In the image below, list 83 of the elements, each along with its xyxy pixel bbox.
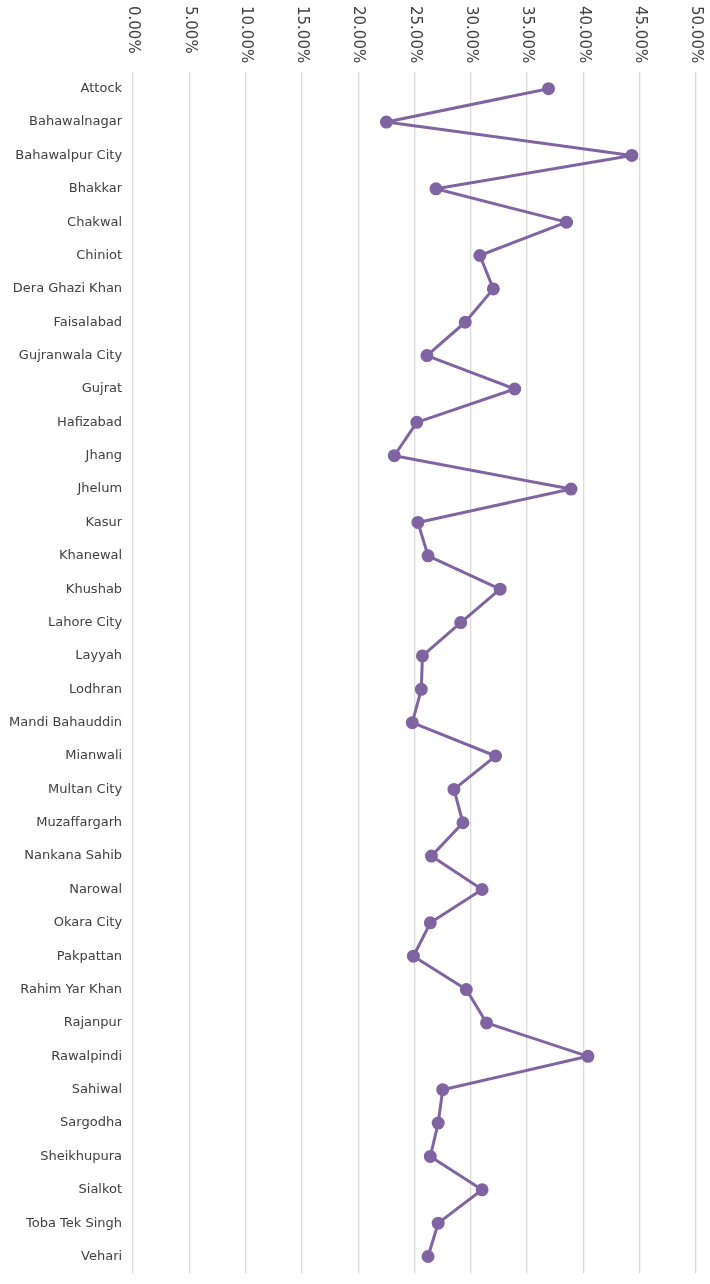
point [475,882,489,896]
point [423,1149,437,1163]
point [411,515,425,529]
point [454,616,468,630]
y-tick-label: Lahore City [48,613,123,629]
y-tick-label: Rawalpindi [51,1047,123,1063]
y-tick-label: Sialkot [78,1181,123,1197]
point [447,782,461,796]
x-tick-label: 40.00% [575,6,594,64]
y-tick-label: Narowal [69,880,123,896]
y-tick-label: Multan City [48,780,123,796]
point [429,182,443,196]
point [508,382,522,396]
point [406,949,420,963]
point [473,249,487,263]
y-tick-label: Lodhran [69,680,123,696]
point [436,1083,450,1097]
y-tick-label: Sargodha [60,1114,123,1130]
point [414,682,428,696]
y-tick-label: Jhelum [76,480,123,496]
point [480,1016,494,1030]
point [459,983,473,997]
y-tick-label: Mandi Bahauddin [8,714,123,730]
y-tick-label: Chakwal [67,213,123,229]
y-tick-label: Pakpattan [56,947,123,963]
point [486,282,500,296]
point [379,115,393,129]
y-tick-label: Faisalabad [53,313,123,329]
x-tick-label: 10.00% [237,6,256,64]
y-tick-label: Sahiwal [71,1081,123,1097]
y-tick-label: Gujrat [81,380,123,396]
point [625,148,639,162]
y-tick-label: Jhang [84,447,123,463]
y-tick-label: Chiniot [76,246,123,262]
y-tick-label: Hafizabad [56,413,123,429]
y-tick-label: Mianwali [65,747,123,763]
point [431,1116,445,1130]
x-tick-label: 20.00% [350,6,369,64]
point [581,1049,595,1063]
y-tick-label: Dera Ghazi Khan [12,280,123,296]
y-tick-label: Gujranwala City [18,346,123,362]
point [560,215,574,229]
point [458,315,472,329]
x-tick-label: 15.00% [294,6,313,64]
x-tick-label: 50.00% [688,6,707,64]
y-tick-label: Khushab [65,580,123,596]
y-tick-label: Bhakkar [68,180,123,196]
x-tick-label: 30.00% [462,6,481,64]
y-tick-label: Vehari [81,1247,123,1263]
x-tick-label: 0.00% [125,6,144,54]
x-tick-label: 25.00% [406,6,425,64]
y-tick-label: Muzaffargarh [36,814,123,830]
y-tick-label: Rajanpur [63,1014,123,1030]
point [387,449,401,463]
y-tick-label: Rahim Yar Khan [20,980,123,996]
point [493,582,507,596]
x-tick-label: 5.00% [181,6,200,54]
y-tick-label: Toba Tek Singh [25,1214,123,1230]
y-tick-label: Attock [80,80,123,96]
y-tick-label: Okara City [53,914,123,930]
point [431,1216,445,1230]
point [405,716,419,730]
y-tick-label: Kasur [85,513,123,529]
point [489,749,503,763]
point [475,1183,489,1197]
point [421,1250,435,1264]
point [415,649,429,663]
y-tick-label: Layyah [75,647,123,663]
point [420,349,434,363]
y-tick-label: Bahawalnagar [29,113,123,129]
y-tick-label: Sheikhupura [40,1147,123,1163]
x-tick-label: 45.00% [631,6,650,64]
y-tick-label: Nankana Sahib [24,847,123,863]
point [410,415,424,429]
point [421,549,435,563]
x-tick-label: 35.00% [519,6,538,64]
point [423,916,437,930]
point [542,82,556,96]
y-tick-label: Khanewal [58,547,123,563]
point [424,849,438,863]
y-tick-label: Bahawalpur City [15,146,123,162]
point [564,482,578,496]
point [456,816,470,830]
